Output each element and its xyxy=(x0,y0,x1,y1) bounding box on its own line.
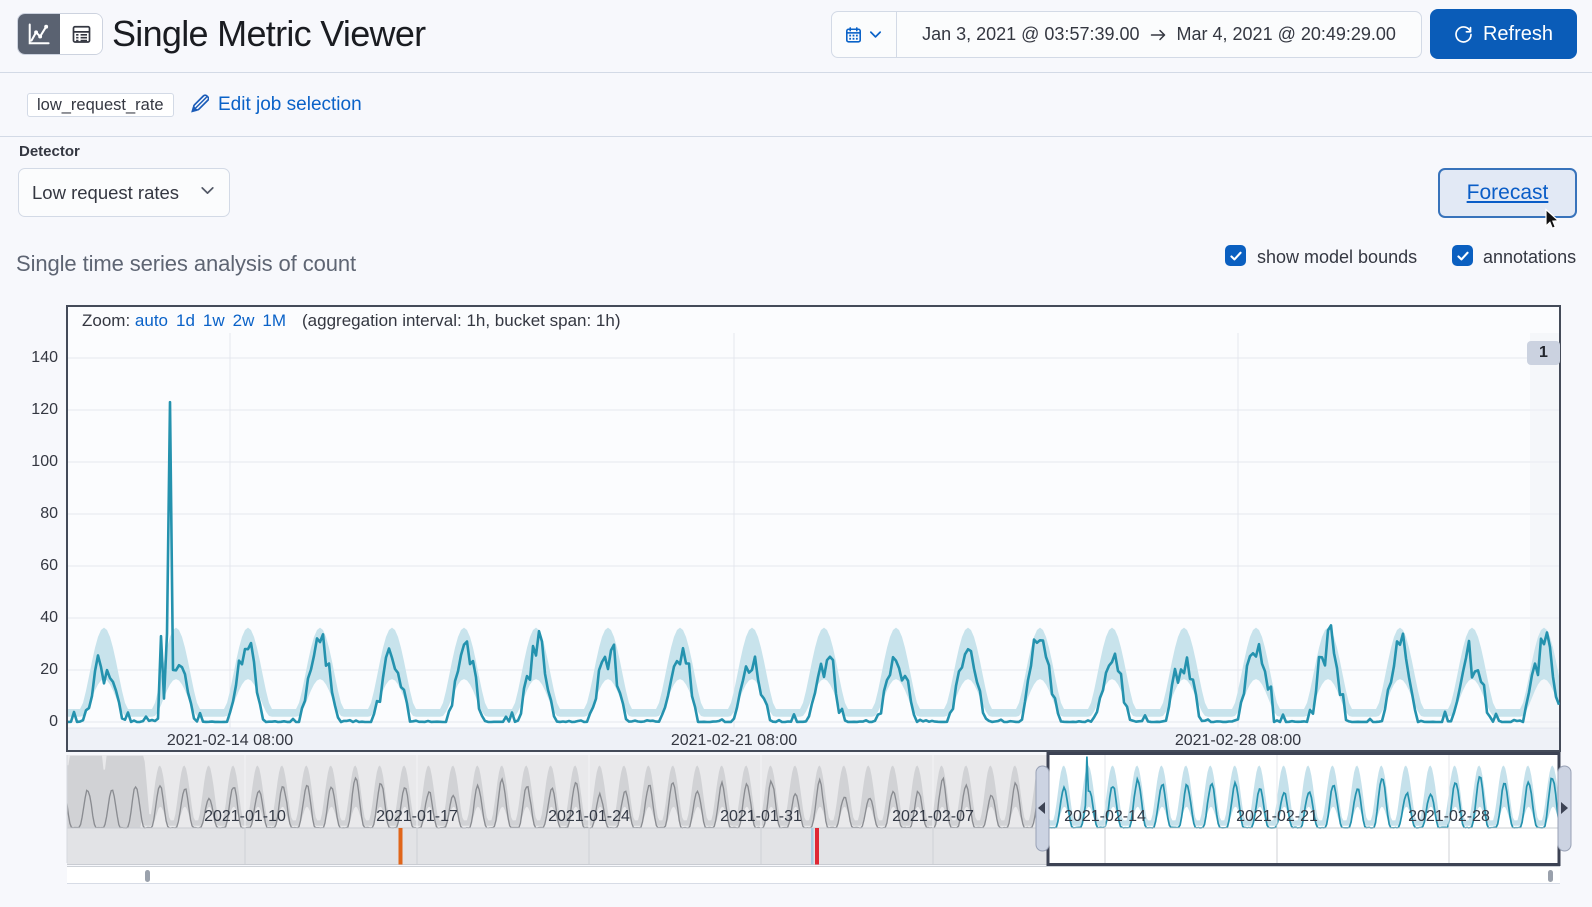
svg-text:2021-02-28 08:00: 2021-02-28 08:00 xyxy=(1175,732,1301,749)
svg-text:2021-02-07: 2021-02-07 xyxy=(892,808,974,825)
svg-text:2021-02-21 08:00: 2021-02-21 08:00 xyxy=(671,732,797,749)
svg-text:2021-02-28: 2021-02-28 xyxy=(1408,808,1490,825)
svg-text:2021-02-14: 2021-02-14 xyxy=(1064,808,1146,825)
svg-text:2021-02-21: 2021-02-21 xyxy=(1236,808,1318,825)
svg-text:2021-01-24: 2021-01-24 xyxy=(548,808,630,825)
svg-text:2021-01-10: 2021-01-10 xyxy=(204,808,286,825)
svg-text:2021-02-14 08:00: 2021-02-14 08:00 xyxy=(167,732,293,749)
svg-text:2021-01-31: 2021-01-31 xyxy=(720,808,802,825)
svg-text:2021-01-17: 2021-01-17 xyxy=(376,808,458,825)
